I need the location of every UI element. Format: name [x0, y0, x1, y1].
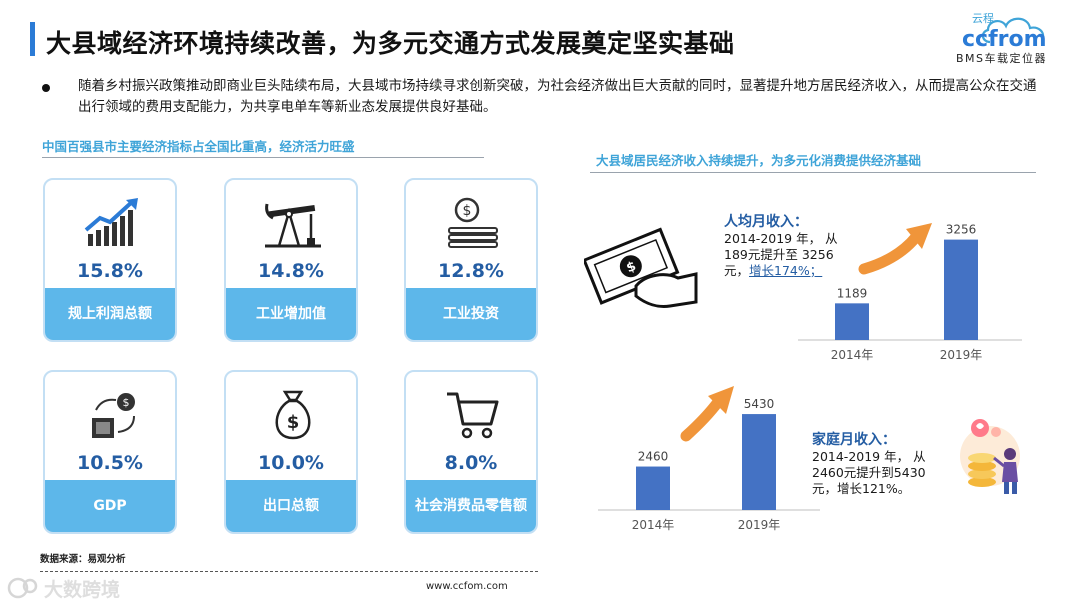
- growth-arrow-icon: [680, 396, 724, 442]
- intro-paragraph: 随着乡村振兴政策推动即商业巨头陆续布局，大县域市场持续寻求创新突破，为社会经济做…: [78, 78, 1037, 115]
- watermark-logo: 大数跨境: [4, 574, 154, 604]
- bar-1: [742, 414, 776, 510]
- indicator-label: 社会消费品零售额: [406, 480, 536, 532]
- household-income-title: 家庭月收入：: [812, 432, 896, 448]
- svg-text:$: $: [123, 396, 130, 409]
- indicator-value: 8.0%: [444, 452, 498, 474]
- bar-value-label-1: 3256: [946, 223, 977, 237]
- page-title: 大县域经济环境持续改善，为多元交通方式发展奠定坚实基础: [46, 29, 735, 58]
- indicator-card-industrial-added-value: 14.8% 工业增加值: [224, 178, 358, 342]
- per-capita-income-line2: 189元提升至 3256: [724, 247, 834, 262]
- indicator-card-industrial-investment: $ 12.8% 工业投资: [404, 178, 538, 342]
- footer-divider: [40, 571, 538, 572]
- right-section-header: 大县域居民经济收入持续提升，为多元化消费提供经济基础: [596, 153, 922, 168]
- indicator-card-profit: 15.8% 规上利润总额: [43, 178, 177, 342]
- bar-1: [944, 239, 978, 340]
- right-section-divider: [590, 172, 1036, 173]
- indicator-card-export: $ 10.0% 出口总额: [224, 370, 358, 534]
- growth-arrow-icon: [858, 231, 922, 275]
- household-income-note: 家庭月收入： 2014-2019 年， 从 2460元提升到5430 元，增长1…: [812, 431, 926, 497]
- x-tick-label-1: 2019年: [940, 348, 983, 362]
- data-source: 数据来源：易观分析: [40, 554, 126, 565]
- per-capita-income-growth: 增长174%；: [749, 263, 823, 278]
- indicator-value: 15.8%: [77, 260, 143, 282]
- indicator-value: 14.8%: [258, 260, 324, 282]
- logo-top-text: 云程: [972, 12, 994, 25]
- indicator-label: GDP: [45, 480, 175, 532]
- per-capita-income-title: 人均月收入：: [724, 214, 808, 230]
- brand-logo: 云程 ccfrom BMS车载定位器: [942, 8, 1070, 66]
- oil-pump-icon: [263, 196, 323, 250]
- household-income-line1: 2014-2019 年， 从: [812, 449, 926, 464]
- growth-arrow-head: [906, 223, 932, 249]
- watermark-text: 大数跨境: [44, 578, 120, 601]
- indicator-label: 规上利润总额: [45, 288, 175, 340]
- growth-arrow-head: [708, 386, 734, 414]
- indicator-label: 出口总额: [226, 480, 356, 532]
- hand-money-icon: $: [582, 216, 700, 316]
- indicator-label: 工业增加值: [226, 288, 356, 340]
- bar-value-label-0: 1189: [837, 286, 868, 300]
- coins-person-illustration: [952, 412, 1032, 496]
- coin-stack-icon: $: [443, 196, 503, 250]
- per-capita-income-note: 人均月收入： 2014-2019 年， 从 189元提升至 3256 元，增长1…: [724, 213, 838, 279]
- indicator-card-gdp: $ 10.5% GDP: [43, 370, 177, 534]
- shopping-cart-icon: [443, 388, 503, 442]
- indicator-value: 12.8%: [438, 260, 504, 282]
- bar-value-label-1: 5430: [744, 397, 775, 411]
- left-section-header: 中国百强县市主要经济指标占全国比重高，经济活力旺盛: [42, 139, 355, 154]
- bullet-dot: [42, 84, 50, 92]
- title-accent-bar: [30, 22, 35, 56]
- logo-sub-text: BMS车载定位器: [956, 51, 1047, 65]
- growth-chart-icon: [82, 196, 142, 250]
- logo-main-text: ccfrom: [962, 27, 1047, 52]
- bar-0: [636, 466, 670, 510]
- money-exchange-icon: $: [82, 388, 142, 442]
- household-income-chart: 2460 2014年 5430 2019年: [598, 386, 820, 532]
- household-income-line3: 元，增长121%。: [812, 481, 911, 496]
- indicator-value: 10.0%: [258, 452, 324, 474]
- indicator-card-retail-sales: 8.0% 社会消费品零售额: [404, 370, 538, 534]
- indicator-label: 工业投资: [406, 288, 536, 340]
- svg-text:$: $: [287, 412, 300, 433]
- household-income-line2: 2460元提升到5430: [812, 465, 926, 480]
- svg-text:$: $: [463, 203, 472, 219]
- indicator-value: 10.5%: [77, 452, 143, 474]
- footer-url[interactable]: www.ccfom.com: [426, 581, 508, 592]
- left-section-divider: [42, 157, 484, 158]
- bar-value-label-0: 2460: [638, 450, 669, 464]
- x-tick-label-0: 2014年: [632, 518, 675, 532]
- x-tick-label-0: 2014年: [831, 348, 874, 362]
- x-tick-label-1: 2019年: [738, 518, 781, 532]
- per-capita-income-line3: 元，: [724, 263, 750, 278]
- per-capita-income-chart: 1189 2014年 3256 2019年: [798, 223, 1022, 362]
- bar-0: [835, 303, 869, 340]
- per-capita-income-line1: 2014-2019 年， 从: [724, 231, 838, 246]
- money-bag-icon: $: [263, 388, 323, 442]
